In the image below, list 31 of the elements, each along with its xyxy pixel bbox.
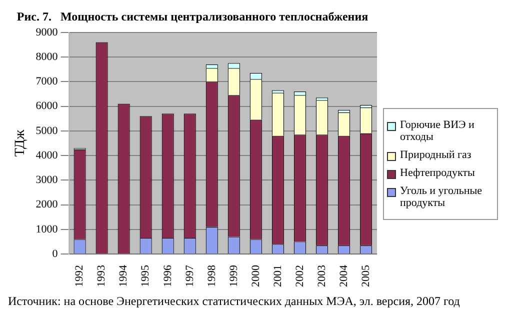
legend-label: Природный газ [400,149,472,161]
y-tick-label: 4000 [36,149,58,162]
x-tick-label: 2002 [294,265,306,287]
y-tick-label: 7000 [36,76,58,88]
x-tick-label: 1997 [184,264,196,287]
y-tick-label: 0 [52,248,58,260]
legend-label: Уголь и угольные продукты [400,185,484,209]
y-tick-label: 2000 [36,198,58,211]
x-tick-label: 1995 [140,264,152,287]
legend-label: Горючие ВИЭ и отходы [400,119,476,143]
y-tick-label: 1000 [36,223,58,236]
y-tick-label: 5000 [36,124,58,137]
x-tick-label: 2001 [272,265,284,287]
y-tick-label: 6000 [36,100,58,112]
chart-title: Рис. 7. Мощность системы централизованного теплоснабжения [16,9,369,24]
x-tick-label: 1993 [96,264,108,287]
x-tick-label: 2000 [250,264,262,287]
x-tick-label: 1999 [228,264,240,287]
x-tick-label: 1996 [162,264,174,287]
legend-label: Нефтепродукты [400,167,475,179]
x-tick-label: 2005 [360,264,372,287]
x-tick-label: 1994 [118,264,130,287]
y-tick-label: 8000 [36,50,58,63]
x-tick-label: 1998 [206,264,218,287]
x-tick-label: 1992 [74,265,86,287]
y-axis-title: ТДж [13,129,28,157]
x-tick-label: 2004 [338,264,350,287]
y-tick-label: 9000 [36,26,58,38]
y-tick-label: 3000 [36,174,58,186]
x-tick-label: 2003 [316,264,328,287]
text: Источник: на основе Энергетических статистических данных МЭА, эл. версия, 2007 год [8,294,461,309]
